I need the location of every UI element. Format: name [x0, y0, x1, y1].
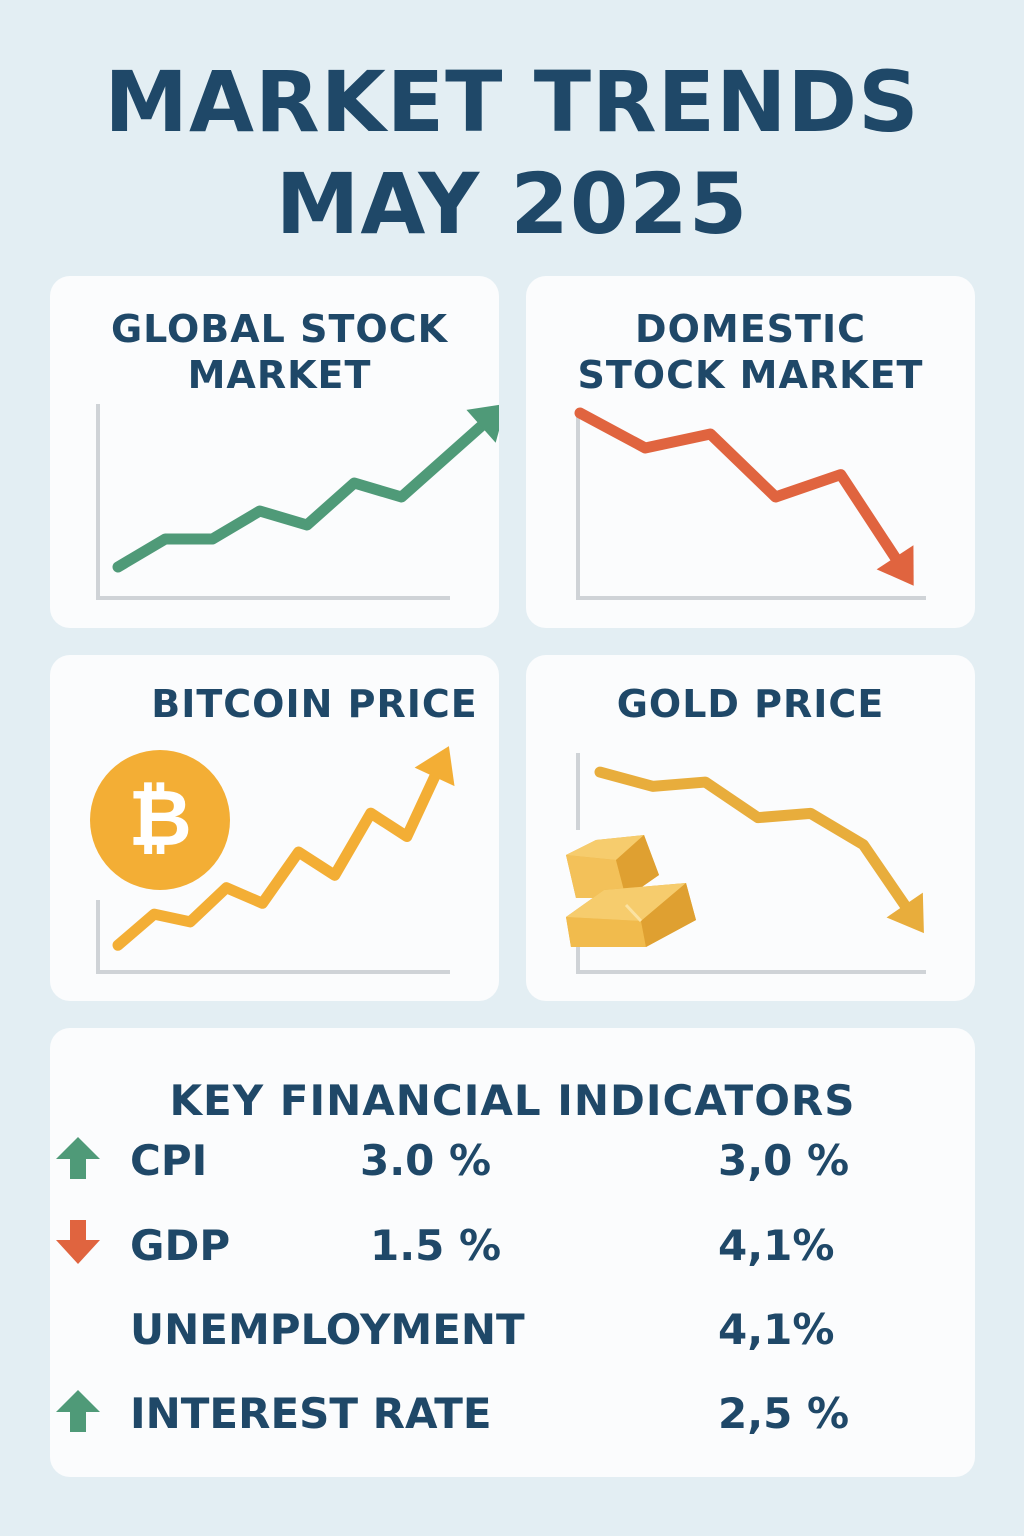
- indicator-row-cpi: CPI 3.0 % 3,0 %: [50, 1133, 975, 1189]
- bitcoin-price-card: BITCOIN PRICE ₿: [50, 655, 499, 1001]
- indicator-change: 3,0 %: [718, 1136, 850, 1185]
- indicator-row-gdp: GDP 1.5 % 4,1%: [50, 1218, 975, 1274]
- chart-axes: [576, 416, 926, 600]
- trend-line: [112, 753, 449, 951]
- bitcoin-price-chart: ₿: [90, 746, 455, 974]
- trend-line: [112, 407, 499, 573]
- trend-arrowhead: [414, 746, 455, 787]
- indicator-change: 4,1%: [718, 1305, 835, 1354]
- arrow-up-icon: [56, 1137, 100, 1179]
- indicator-label: CPI: [130, 1136, 208, 1185]
- trend-arrowhead: [466, 404, 499, 443]
- svg-text:₿: ₿: [128, 774, 192, 864]
- chart-axes: [96, 900, 450, 974]
- indicator-label: UNEMPLOYMENT: [130, 1305, 525, 1354]
- page-title-line2: MAY 2025: [275, 155, 749, 253]
- trend-arrowhead: [886, 892, 924, 934]
- domestic-stock-market-title: DOMESTIC STOCK MARKET: [577, 307, 924, 397]
- indicator-change: 4,1%: [718, 1221, 835, 1270]
- indicator-value: 3.0 %: [360, 1136, 492, 1185]
- indicator-value: 1.5 %: [370, 1221, 502, 1270]
- gold-bars-icon: [566, 835, 696, 947]
- domestic-stock-market-card: DOMESTIC STOCK MARKET: [526, 276, 975, 628]
- global-stock-market-card: GLOBAL STOCK MARKET: [50, 276, 499, 628]
- bitcoin-price-title: BITCOIN PRICE: [151, 682, 478, 726]
- gold-price-title: GOLD PRICE: [616, 682, 885, 726]
- domestic-stock-market-chart: [574, 407, 926, 600]
- indicators-title: KEY FINANCIAL INDICATORS: [169, 1076, 856, 1125]
- indicator-row-unemployment: UNEMPLOYMENT 4,1%: [50, 1302, 975, 1358]
- trend-line: [594, 766, 922, 928]
- chart-axes: [96, 404, 450, 600]
- key-indicators-card: KEY FINANCIAL INDICATORS CPI 3.0 % 3,0 %…: [50, 1028, 975, 1477]
- gold-price-card: GOLD PRICE: [526, 655, 975, 1001]
- gold-price-chart: [566, 753, 926, 974]
- page-title-line1: MARKET TRENDS: [104, 53, 920, 151]
- indicator-label: GDP: [130, 1221, 231, 1270]
- bitcoin-icon: ₿: [90, 750, 230, 890]
- indicator-change: 2,5 %: [718, 1389, 850, 1438]
- indicator-row-interest-rate: INTEREST RATE 2,5 %: [50, 1386, 975, 1442]
- global-stock-market-title: GLOBAL STOCK MARKET: [110, 307, 449, 397]
- trend-line: [574, 407, 912, 580]
- indicator-label: INTEREST RATE: [130, 1389, 492, 1438]
- trend-arrowhead: [876, 545, 914, 586]
- arrow-down-icon: [56, 1220, 100, 1264]
- global-stock-market-chart: [96, 404, 499, 600]
- arrow-up-icon: [56, 1390, 100, 1432]
